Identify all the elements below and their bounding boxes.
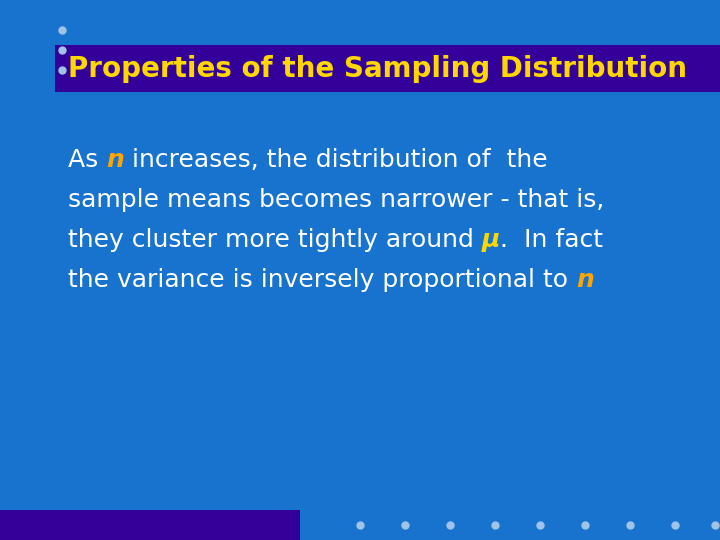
Text: .  In fact: . In fact	[500, 228, 603, 252]
Text: n: n	[576, 268, 594, 292]
Text: Properties of the Sampling Distribution: Properties of the Sampling Distribution	[68, 55, 687, 83]
Text: sample means becomes narrower - that is,: sample means becomes narrower - that is,	[68, 188, 604, 212]
Text: n: n	[107, 148, 124, 172]
Text: the variance is inversely proportional to: the variance is inversely proportional t…	[68, 268, 576, 292]
Text: As: As	[68, 148, 107, 172]
Text: μ: μ	[482, 228, 500, 252]
Bar	[55, 45, 720, 92]
Text: they cluster more tightly around: they cluster more tightly around	[68, 228, 482, 252]
Bar	[0, 510, 300, 540]
Text: increases, the distribution of  the: increases, the distribution of the	[124, 148, 548, 172]
